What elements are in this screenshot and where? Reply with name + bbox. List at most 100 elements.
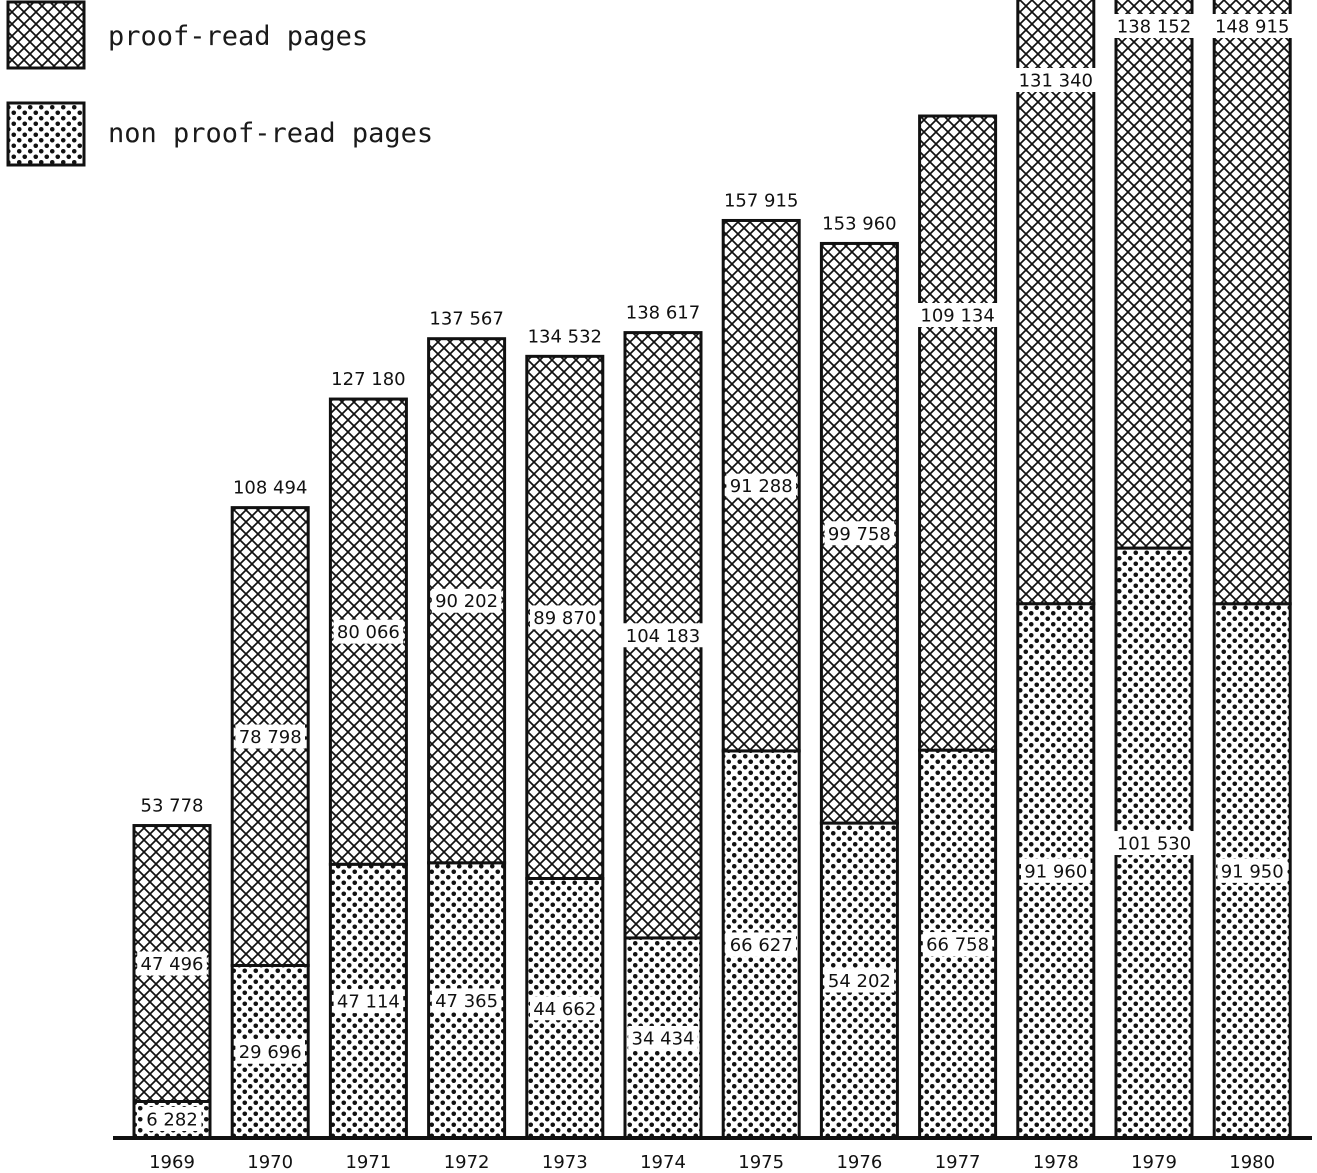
label-proof-read-pages-1978: 131 340: [1019, 71, 1093, 92]
bar-group-1976: 54 202 99 758 153 960: [819, 213, 899, 1140]
label-proof-read-pages-1977: 109 134: [920, 306, 994, 327]
label-non-proof-read-pages-1978: 91 960: [1024, 861, 1087, 882]
label-proof-read-pages-1972-bg: [431, 588, 502, 613]
label-non-proof-read-pages-1969-bg: [142, 1107, 202, 1131]
total-label-1974: 138 617: [626, 303, 700, 324]
label-proof-read-pages-1973: 89 870: [533, 608, 596, 629]
total-label-1971: 127 180: [331, 369, 405, 390]
label-proof-read-pages-1977-group: 109 134: [917, 303, 998, 327]
label-proof-read-pages-1979-group: 138 152: [1113, 14, 1195, 38]
total-label-1969: 53 778: [141, 796, 204, 817]
label-non-proof-read-pages-1971-bg: [333, 989, 404, 1014]
x-tick-label-1980: 1980: [1229, 1152, 1275, 1173]
label-proof-read-pages-1971-group: 80 066: [333, 619, 404, 644]
label-proof-read-pages-1975-bg: [726, 473, 796, 498]
label-non-proof-read-pages-1972: 47 365: [435, 991, 498, 1012]
total-label-1976: 153 960: [822, 213, 896, 234]
label-non-proof-read-pages-1980: 91 950: [1221, 861, 1284, 882]
label-non-proof-read-pages-1974-group: 34 434: [628, 1025, 698, 1050]
label-proof-read-pages-1972-group: 90 202: [431, 588, 502, 613]
x-tick-label-1973: 1973: [542, 1152, 588, 1173]
label-non-proof-read-pages-1969: 6 282: [146, 1110, 198, 1131]
x-tick-label-1972: 1972: [444, 1152, 490, 1173]
label-non-proof-read-pages-1976-bg: [824, 968, 895, 993]
label-proof-read-pages-1973-group: 89 870: [530, 605, 600, 630]
label-non-proof-read-pages-1979-bg: [1113, 831, 1195, 856]
label-non-proof-read-pages-1970: 29 696: [239, 1042, 302, 1063]
x-tick-label-1971: 1971: [345, 1152, 391, 1173]
label-non-proof-read-pages-1975-group: 66 627: [726, 932, 796, 957]
label-proof-read-pages-1973-bg: [530, 605, 600, 630]
bar-group-1973: 44 662 89 870 134 532: [525, 326, 605, 1140]
label-proof-read-pages-1978-group: 131 340: [1015, 68, 1096, 92]
bar-group-1969: 6 282 47 496 53 778: [132, 796, 212, 1140]
label-non-proof-read-pages-1970-group: 29 696: [235, 1039, 305, 1064]
total-label-1973: 134 532: [528, 326, 602, 347]
label-proof-read-pages-1980-group: 148 915: [1212, 14, 1293, 38]
label-proof-read-pages-1975-group: 91 288: [726, 473, 796, 498]
legend-swatch-dots: [6, 101, 86, 167]
label-non-proof-read-pages-1977-bg: [922, 932, 993, 957]
label-proof-read-pages-1970: 78 798: [239, 727, 302, 748]
x-tick-label-1974: 1974: [640, 1152, 686, 1173]
legend-item-proof-read: proof-read pages: [6, 0, 368, 70]
bar-group-1979: 101 530 138 152: [1113, 0, 1195, 1140]
label-non-proof-read-pages-1980-bg: [1217, 858, 1287, 883]
label-non-proof-read-pages-1975: 66 627: [730, 935, 793, 956]
label-non-proof-read-pages-1977-group: 66 758: [922, 932, 993, 957]
label-non-proof-read-pages-1970-bg: [235, 1039, 305, 1064]
label-non-proof-read-pages-1973-group: 44 662: [530, 996, 600, 1021]
label-proof-read-pages-1970-bg: [235, 724, 305, 749]
label-non-proof-read-pages-1974-bg: [628, 1025, 698, 1050]
bar-proof-read-pages-1978: [1016, 0, 1096, 606]
total-label-1972: 137 567: [429, 309, 503, 330]
x-tick-label-1977: 1977: [935, 1152, 981, 1173]
label-proof-read-pages-1971-bg: [333, 619, 404, 644]
legend-item-non-proof-read: non proof-read pages: [6, 101, 433, 167]
label-proof-read-pages-1978-bg: [1015, 68, 1096, 92]
label-proof-read-pages-1969-bg: [137, 951, 207, 976]
x-tick-label-1978: 1978: [1033, 1152, 1079, 1173]
label-non-proof-read-pages-1974: 34 434: [632, 1028, 695, 1049]
label-non-proof-read-pages-1979-group: 101 530: [1113, 831, 1195, 856]
label-proof-read-pages-1980: 148 915: [1215, 17, 1289, 38]
label-non-proof-read-pages-1979: 101 530: [1117, 834, 1191, 855]
label-proof-read-pages-1974-bg: [622, 623, 704, 648]
bar-proof-read-pages-1977: [918, 114, 998, 752]
label-proof-read-pages-1971: 80 066: [337, 622, 400, 643]
label-non-proof-read-pages-1973-bg: [530, 996, 600, 1021]
label-non-proof-read-pages-1977: 66 758: [926, 935, 989, 956]
label-non-proof-read-pages-1971-group: 47 114: [333, 989, 404, 1014]
bar-group-1974: 34 434 104 183 138 617: [622, 303, 704, 1140]
label-non-proof-read-pages-1973: 44 662: [533, 999, 596, 1020]
x-tick-label-1969: 1969: [149, 1152, 195, 1173]
x-axis-tick-labels: 1969 1970 1971 1972 1973 1974 1975 1976 1977 1978…: [149, 1152, 1275, 1173]
label-non-proof-read-pages-1976-group: 54 202: [824, 968, 895, 993]
x-tick-label-1979: 1979: [1131, 1152, 1177, 1173]
label-proof-read-pages-1976-bg: [824, 521, 895, 546]
label-proof-read-pages-1974: 104 183: [626, 626, 700, 647]
label-proof-read-pages-1979: 138 152: [1117, 17, 1191, 38]
bar-group-1977: 66 758 109 134: [917, 114, 998, 1140]
total-label-1975: 157 915: [724, 190, 798, 211]
total-label-1970: 108 494: [233, 478, 307, 499]
label-proof-read-pages-1974-group: 104 183: [622, 623, 704, 648]
bar-group-1970: 29 696 78 798 108 494: [230, 478, 310, 1140]
label-non-proof-read-pages-1972-group: 47 365: [431, 988, 502, 1013]
bar-group-1971: 47 114 80 066 127 180: [328, 369, 408, 1140]
legend-swatch-crosshatch: [6, 0, 86, 70]
label-proof-read-pages-1969: 47 496: [141, 954, 204, 975]
label-proof-read-pages-1975: 91 288: [730, 476, 793, 497]
label-proof-read-pages-1980-bg: [1212, 14, 1293, 38]
bars-layer: 6 282 47 496 53 778 29 696 78 798 108 494 47 1…: [132, 0, 1293, 1140]
label-proof-read-pages-1976: 99 758: [828, 524, 891, 545]
label-non-proof-read-pages-1971: 47 114: [337, 992, 400, 1013]
label-non-proof-read-pages-1975-bg: [726, 932, 796, 957]
x-tick-label-1970: 1970: [247, 1152, 293, 1173]
legend: proof-read pages non proof-read pages: [6, 0, 433, 167]
bar-group-1972: 47 365 90 202 137 567: [427, 309, 507, 1140]
label-non-proof-read-pages-1978-group: 91 960: [1021, 858, 1091, 883]
label-non-proof-read-pages-1978-bg: [1021, 858, 1091, 883]
label-proof-read-pages-1970-group: 78 798: [235, 724, 305, 749]
